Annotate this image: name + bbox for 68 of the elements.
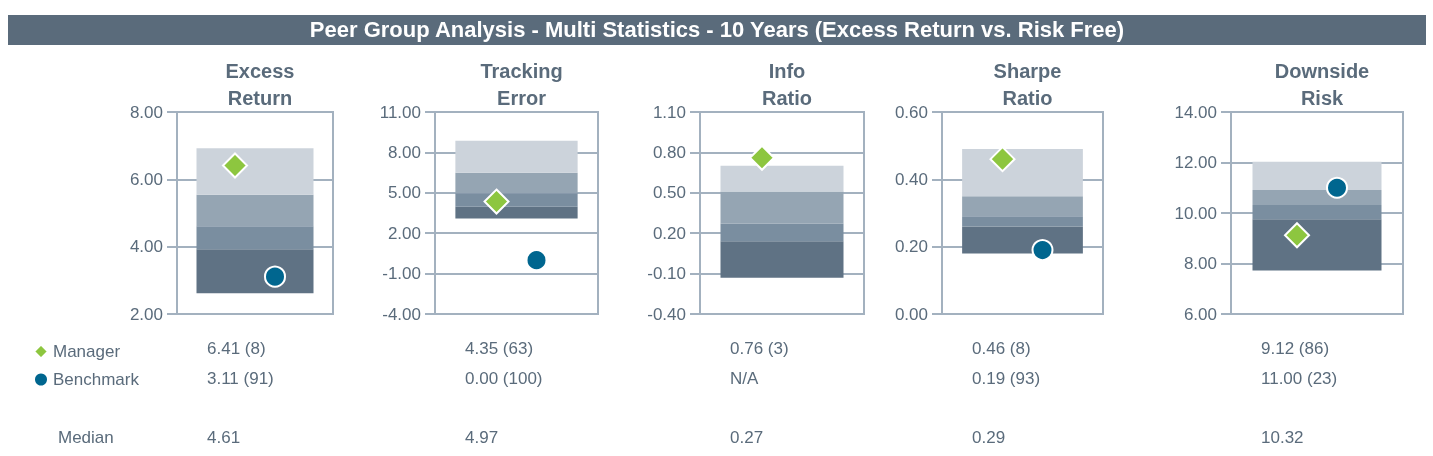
bar [962, 149, 1083, 197]
bar [1252, 161, 1382, 191]
y-tick-label: 12.00 [1174, 153, 1217, 172]
legend-label: Benchmark [53, 370, 140, 389]
bar [1252, 204, 1382, 220]
y-tick-label: 4.00 [129, 237, 163, 257]
text: 4.61 [207, 428, 241, 447]
chart-subtitle: Tracking Error [480, 59, 563, 109]
y-tick-label: 0.20 [652, 223, 686, 243]
y-tick-label: 0.60 [894, 102, 928, 122]
bar [720, 223, 844, 242]
bar [196, 249, 314, 294]
chart-subtitle: Downside Risk [1274, 59, 1370, 109]
text: Peer Group Analysis - Multi Statistics - 10 Years (Excess Return vs. Risk Free) [8, 15, 1426, 45]
y-tick-label: 0.00 [894, 304, 928, 324]
bar [720, 241, 844, 278]
text: Median [58, 428, 114, 447]
y-tick-label: 6.00 [129, 169, 163, 189]
y-tick-label: 8.00 [129, 102, 163, 122]
text: 9.12 (86) [1261, 339, 1330, 358]
bar [962, 216, 1083, 227]
y-tick-label: 5.00 [387, 183, 421, 203]
text: 0.46 (8) [972, 339, 1031, 358]
y-tick-label: -0.10 [647, 264, 686, 284]
text: 0.19 (93) [972, 369, 1041, 388]
text: N/A [730, 369, 759, 388]
bar [455, 206, 578, 219]
y-tick-label: -0.40 [647, 304, 686, 324]
y-tick-label: 6.00 [1183, 304, 1217, 324]
y-tick-label: 0.20 [894, 237, 928, 257]
text: 3.11 (91) [207, 369, 274, 388]
bar [196, 194, 314, 227]
bar [962, 196, 1083, 217]
text: 11.00 (23) [1261, 369, 1338, 388]
y-tick-label: 2.00 [129, 304, 163, 324]
y-tick-label: 11.00 [379, 102, 421, 122]
y-tick-label: 2.00 [387, 223, 421, 243]
bar [1252, 219, 1382, 271]
bar [720, 165, 844, 192]
y-tick-label: -4.00 [382, 304, 421, 324]
bar [720, 191, 844, 224]
text: 0.00 (100) [465, 369, 543, 388]
bar [1252, 190, 1382, 205]
y-tick-label: 14.00 [1174, 102, 1217, 122]
bar [196, 148, 314, 195]
text: 0.29 [972, 428, 1006, 447]
legend-label: Manager [53, 342, 121, 361]
chart-subtitle: Sharpe Ratio [993, 59, 1062, 109]
y-tick-label: 10.00 [1174, 203, 1217, 223]
text: 4.97 [465, 428, 499, 447]
bar [455, 140, 578, 173]
text: 6.41 (8) [207, 339, 266, 358]
text: 0.76 (3) [730, 339, 789, 358]
chart-subtitle: Info Ratio [762, 59, 812, 109]
y-tick-label: 0.80 [652, 142, 686, 162]
text: 0.27 [730, 428, 764, 447]
y-tick-label: 1.10 [652, 102, 686, 122]
y-tick-label: 0.50 [652, 183, 686, 203]
text: 10.32 [1261, 428, 1304, 447]
chart-subtitle: Excess Return [225, 59, 295, 109]
bar [962, 226, 1083, 254]
text: 4.35 (63) [465, 339, 534, 358]
y-tick-label: 8.00 [387, 142, 421, 162]
bar [455, 172, 578, 194]
y-tick-label: 8.00 [1183, 254, 1217, 273]
y-tick-label: -1.00 [382, 264, 421, 284]
bar [196, 226, 314, 250]
y-tick-label: 0.40 [894, 169, 928, 189]
